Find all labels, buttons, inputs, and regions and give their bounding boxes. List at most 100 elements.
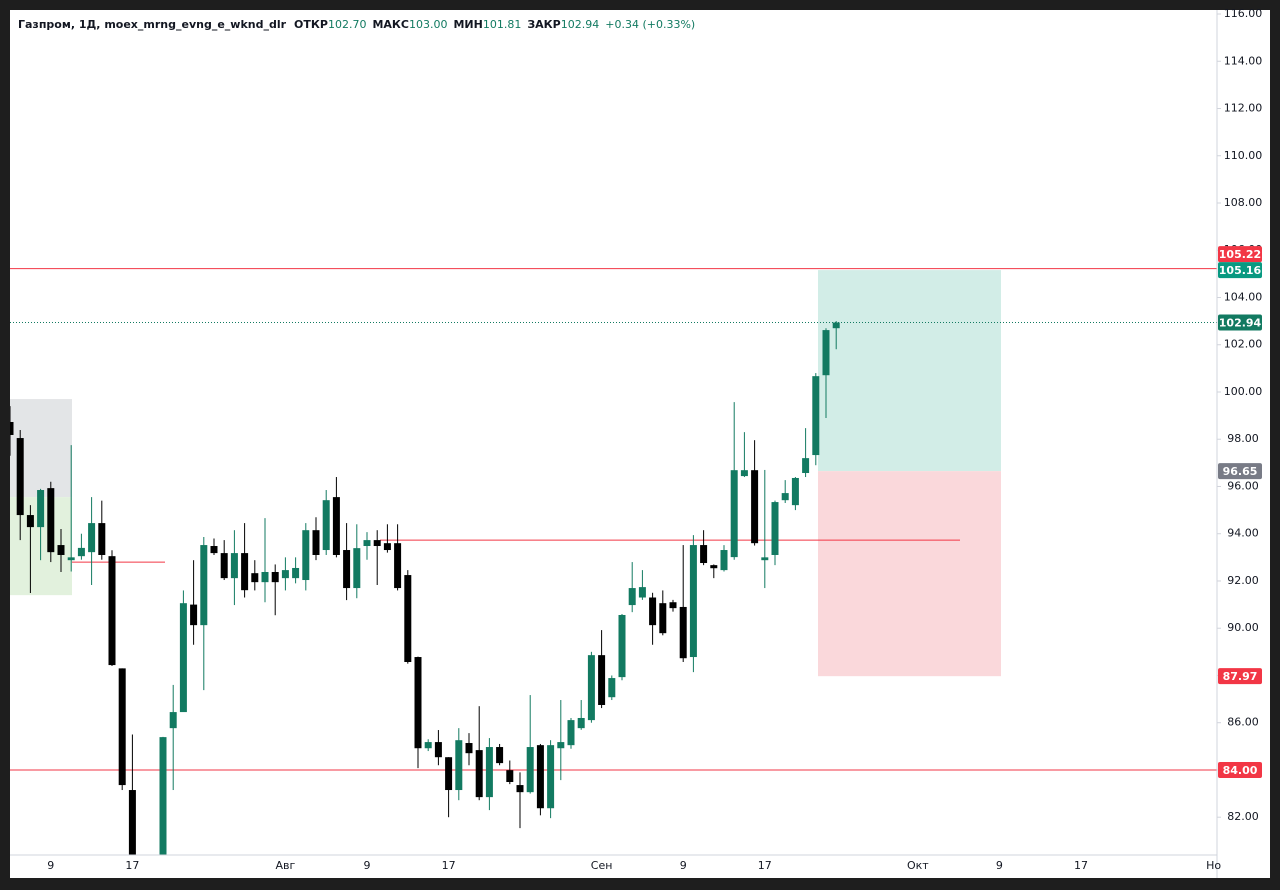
candle-body — [659, 603, 667, 634]
x-tick-label: 17 — [125, 859, 139, 872]
candle-body — [557, 742, 565, 749]
y-tick-label: 102.00 — [1224, 338, 1263, 351]
x-tick-label: Сен — [591, 859, 613, 872]
candle-body — [771, 502, 779, 555]
candle-body — [241, 553, 249, 591]
candle-body — [373, 540, 381, 547]
x-tick-label: 9 — [47, 859, 54, 872]
change-value: +0.34 (+0.33%) — [605, 18, 695, 31]
candle-body — [118, 668, 126, 786]
candle-body — [710, 565, 718, 569]
candle-body — [363, 540, 371, 547]
price-badge-label: 87.97 — [1223, 670, 1258, 683]
y-tick-label: 114.00 — [1224, 54, 1263, 67]
y-tick-label: 110.00 — [1224, 149, 1263, 162]
candle-body — [649, 597, 657, 626]
y-tick-label: 100.00 — [1224, 385, 1263, 398]
candle-body — [169, 712, 177, 729]
candle-body — [598, 655, 606, 705]
price-badge — [1218, 314, 1262, 331]
candle-body — [587, 655, 595, 721]
x-tick-label: 9 — [364, 859, 371, 872]
candle-body — [220, 553, 228, 579]
candle-body — [394, 543, 402, 589]
x-tick-label: Авг — [276, 859, 296, 872]
ohlc-value: 102.70 — [328, 18, 367, 31]
candle-body — [353, 548, 361, 589]
candle-body — [720, 550, 728, 571]
candle-body — [475, 750, 483, 798]
candle-body — [465, 743, 473, 754]
candle-body — [251, 573, 259, 583]
candle-body — [383, 543, 391, 551]
candle-body — [618, 614, 626, 678]
y-tick-label: 116.00 — [1224, 7, 1263, 20]
price-badge-label: 84.00 — [1223, 764, 1258, 777]
candle-body — [781, 493, 789, 501]
candle-body — [761, 557, 769, 561]
candle-body — [730, 470, 738, 558]
candle-body — [128, 790, 136, 855]
candle-body — [47, 488, 55, 553]
candle-body — [536, 745, 544, 809]
y-tick-label: 82.00 — [1227, 810, 1259, 823]
candle-body — [281, 570, 289, 579]
candle-body — [455, 740, 463, 791]
candle-body — [37, 490, 45, 528]
ohlc-value: 102.94 — [561, 18, 600, 31]
candle-body — [98, 523, 106, 555]
candle-body — [608, 678, 616, 698]
candle-body — [751, 470, 759, 544]
price-badge-label: 105.22 — [1219, 248, 1261, 261]
candle-body — [190, 604, 198, 626]
candle-body — [434, 742, 442, 758]
candle-body — [200, 545, 208, 626]
x-tick-label: 17 — [758, 859, 772, 872]
candle-body — [669, 602, 677, 609]
price-badge — [1218, 668, 1262, 685]
candle-body — [108, 556, 116, 666]
ohlc-value: 103.00 — [409, 18, 448, 31]
candle-body — [679, 606, 687, 659]
x-tick-label: 9 — [680, 859, 687, 872]
x-tick-label: 17 — [442, 859, 456, 872]
candle-body — [16, 438, 24, 516]
candle-body — [312, 530, 320, 555]
ohlc-value: 101.81 — [483, 18, 522, 31]
candle-body — [822, 330, 830, 376]
ohlc-label: ЗАКР — [527, 18, 560, 31]
candle-body — [445, 757, 453, 791]
candle-body — [292, 567, 300, 579]
price-badge-label: 105.16 — [1219, 264, 1262, 277]
y-tick-label: 96.00 — [1227, 479, 1259, 492]
candle-body — [302, 530, 310, 581]
candle-body — [700, 545, 708, 564]
candle-body — [343, 550, 351, 589]
candle-body — [689, 545, 697, 658]
candle-body — [577, 717, 585, 729]
candle-body — [832, 322, 840, 329]
x-tick-label: Но — [1206, 859, 1221, 872]
x-tick-label: 9 — [996, 859, 1003, 872]
candle-body — [740, 470, 748, 477]
candle-body — [271, 571, 279, 583]
y-tick-label: 112.00 — [1224, 102, 1263, 115]
candle-body — [67, 557, 75, 561]
candle-body — [88, 523, 96, 553]
target-zone — [818, 270, 1001, 472]
y-tick-label: 98.00 — [1227, 432, 1259, 445]
stop-zone — [818, 471, 1001, 677]
candle-body — [812, 376, 820, 456]
price-badge — [1218, 761, 1262, 778]
x-tick-label: Окт — [907, 859, 929, 872]
candle-body — [77, 547, 85, 557]
ohlc-label: МАКС — [372, 18, 409, 31]
candle-body — [547, 745, 555, 809]
candle-body — [567, 720, 575, 746]
y-tick-label: 94.00 — [1227, 527, 1259, 540]
candle-body — [57, 545, 65, 555]
price-badge-label: 96.65 — [1223, 465, 1258, 478]
candle-body — [159, 737, 167, 855]
